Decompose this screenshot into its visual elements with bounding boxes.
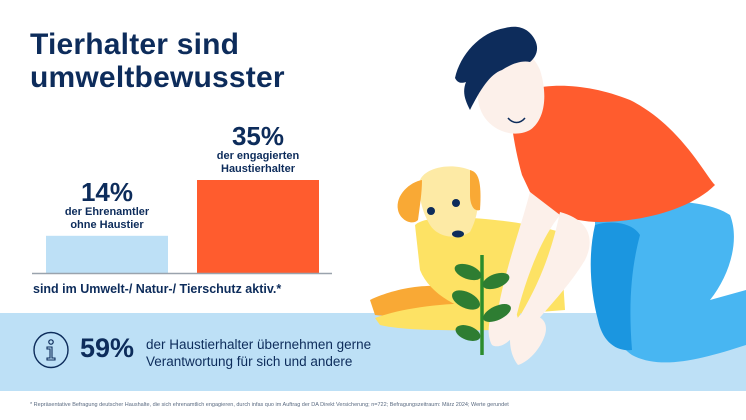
hand-right [510,314,546,365]
info-text-line2: Verantwortung für sich und andere [146,354,353,369]
plant-leaf [451,290,481,310]
chart-canvas [32,180,332,275]
shirt [510,85,715,222]
chart-caption: sind im Umwelt-/ Natur-/ Tierschutz akti… [33,282,282,296]
info-icon [33,331,69,369]
dog-nose [452,230,464,238]
page-title: Tierhalter sind umweltbewusster [30,28,285,94]
bar-desc-line1: der Ehrenamtler [64,205,150,218]
bar-label-ehrenamtler: 14% der Ehrenamtler ohne Haustier [46,178,168,232]
bar-desc-line2: Haustierhalter [221,163,295,175]
dog-head [419,166,479,237]
bar-1 [197,180,319,273]
bar-value-ehrenamtler: 14% [80,176,134,207]
title-line-1: Tierhalter sind [30,28,240,61]
bar-label-haustierhalter: 35% der engagierten Haustierhalter [197,122,319,176]
plant-leaf [455,325,481,341]
plant-leaf [454,263,482,281]
dog-eye-left [427,207,435,215]
illustration-man-dog-plant [370,26,746,365]
bar-desc-line2: ohne Haustier [70,218,144,231]
arm-left [498,192,560,322]
footnote: * Repräsentative Befragung deutscher Hau… [30,402,509,408]
dog-ear-right [470,170,481,211]
plant-leaf [483,304,511,322]
dog-ear-left [397,180,422,223]
bar-chart: 14% der Ehrenamtler ohne Haustier 35% de… [0,110,380,310]
title-line-2: umweltbewusster [30,61,285,94]
dog-eye-right [452,199,460,207]
hair [455,26,538,110]
info-text-line1: der Haustierhalter übernehmen gerne [146,337,372,352]
plant-leaf [482,272,510,290]
arm-right [520,212,590,320]
bar-value-haustierhalter: 35% [231,121,285,151]
info-value: 59% [80,333,135,363]
smile [507,117,526,124]
bar-desc-line1: der engagierten [216,150,300,162]
jeans-back [590,222,640,351]
info-text: der Haustierhalter übernehmen gerne Vera… [146,336,371,370]
bar-0 [46,235,168,273]
